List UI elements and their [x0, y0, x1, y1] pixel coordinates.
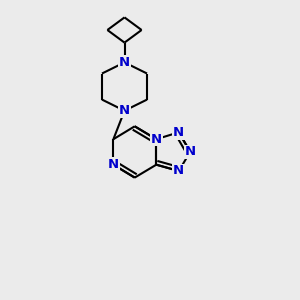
Text: N: N: [173, 164, 184, 178]
Text: N: N: [119, 56, 130, 69]
Text: N: N: [151, 133, 162, 146]
Text: N: N: [173, 126, 184, 139]
Text: N: N: [108, 158, 119, 171]
Text: N: N: [184, 145, 196, 158]
Text: N: N: [119, 104, 130, 117]
